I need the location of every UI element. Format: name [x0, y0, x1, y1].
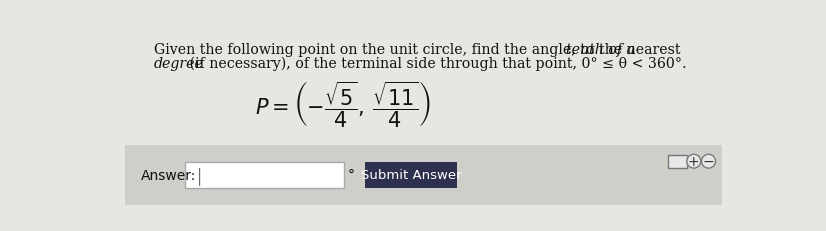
- Text: Answer:: Answer:: [140, 169, 196, 183]
- Text: Submit Answer: Submit Answer: [361, 168, 461, 181]
- Text: tenth of a: tenth of a: [566, 43, 635, 57]
- FancyBboxPatch shape: [125, 145, 722, 206]
- FancyBboxPatch shape: [668, 155, 687, 168]
- Text: $P = \left( -\dfrac{\sqrt{5}}{4},\, \dfrac{\sqrt{11}}{4} \right)$: $P = \left( -\dfrac{\sqrt{5}}{4},\, \dfr…: [255, 79, 432, 130]
- Text: (if necessary), of the terminal side through that point, 0° ≤ θ < 360°.: (if necessary), of the terminal side thr…: [185, 57, 686, 71]
- FancyBboxPatch shape: [185, 162, 344, 188]
- Text: −: −: [703, 155, 714, 168]
- Text: │: │: [195, 166, 204, 184]
- Circle shape: [701, 155, 715, 168]
- Circle shape: [687, 155, 700, 168]
- Text: °: °: [348, 168, 354, 182]
- Text: degree: degree: [154, 57, 203, 71]
- Text: Given the following point on the unit circle, find the angle, to the nearest: Given the following point on the unit ci…: [154, 43, 685, 57]
- Text: +: +: [688, 155, 700, 168]
- FancyBboxPatch shape: [365, 162, 457, 188]
